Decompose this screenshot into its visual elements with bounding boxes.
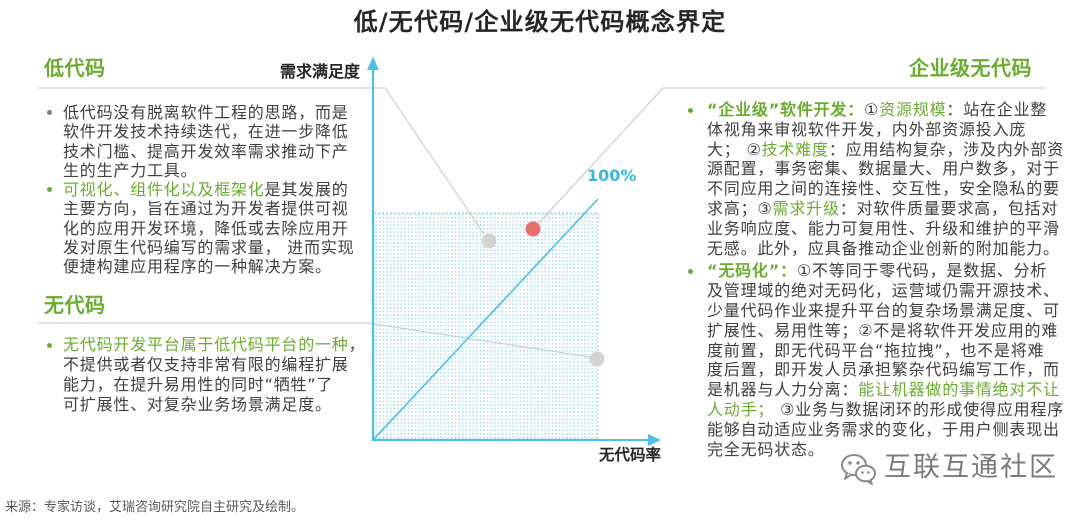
no-code-bullet-list: 无代码开发平台属于低代码平台的一种， 不提供或者仅支持非常有限的编程扩展 能力，…: [47, 335, 365, 415]
highlight-segment: “无码化”：: [707, 261, 797, 281]
highlight-segment: “企业级”软件开发：: [707, 100, 865, 119]
diagonal-label: 100%: [587, 166, 637, 185]
y-axis-label: 需求满足度: [280, 62, 361, 81]
enterprise-connector: [537, 87, 664, 225]
point-gray-right: [589, 351, 605, 367]
bullet-marker: [47, 342, 52, 348]
text-segment: ， 不提供或者仅支持非常有限的编程扩展 能力，在提升易用性的同时“牺牲”了 可扩…: [63, 335, 366, 414]
x-axis-arrow-icon: [648, 434, 661, 446]
low-code-bullet-list: 低代码没有脱离软件工程的思路，而是 软件开发技术持续迭代，在进一步降低 技术门槛…: [47, 103, 355, 277]
source-note: 来源：专家访谈，艾瑞咨询研究院自主研究及绘制。: [5, 500, 305, 515]
x-axis-label: 无代码率: [599, 446, 662, 464]
text-segment: ：站在企业整 体视角来审视软件开发，内外部资源投入庞 大； ②: [707, 100, 1048, 159]
page-title: 低/无代码/企业级无代码概念界定: [353, 8, 727, 36]
bullet-text: “无码化”：①不等同于零代码，是数据、分析 及管理域的绝对无码化，运营域仍需开源…: [707, 261, 1064, 459]
diagonal-line: [373, 198, 599, 440]
bullet-marker: [688, 268, 693, 274]
bullet-marker: [688, 107, 693, 113]
text-segment: ：应用结构复杂，涉及内外部资 源配置，事务密集、数据量大、用户数多，对于 不同应…: [707, 139, 1065, 218]
watermark-text: 互联互通社区: [884, 452, 1058, 483]
enterprise-bullet-2: “无码化”：①不等同于零代码，是数据、分析 及管理域的绝对无码化，运营域仍需开源…: [688, 261, 1064, 459]
enterprise-bullet-1: “企业级”软件开发：①资源规模：站在企业整 体视角来审视软件开发，内外部资源投入…: [688, 100, 1064, 258]
bullet-text: 低代码没有脱离软件工程的思路，而是 软件开发技术持续迭代，在进一步降低 技术门槛…: [63, 103, 355, 180]
highlight-segment: 能让机器做的事情绝对不让 人动手；: [707, 380, 1060, 419]
bullet-marker: [47, 187, 52, 193]
highlight-segment: 可视化、组件化以及框架化: [63, 180, 265, 200]
text-segment: ①不等同于零代码，是数据、分析 及管理域的绝对无码化，运营域仍需开源技术、 少量…: [707, 261, 1060, 400]
enterprise-no-code-heading: 企业级无代码: [909, 56, 1032, 80]
text-segment: ③业务与数据闭环的形成使得应用程序 能够自动适应业务需求的变化，于用户侧表现出 …: [707, 399, 1065, 459]
highlight-segment: 技术难度: [761, 139, 829, 159]
wechat-icon: [841, 454, 876, 485]
enterprise-bullet-list: “企业级”软件开发：①资源规模：站在企业整 体视角来审视软件开发，内外部资源投入…: [688, 100, 1064, 459]
y-axis-arrow-icon: [367, 57, 379, 70]
low-code-connector: [384, 87, 485, 235]
bullet-text: 无代码开发平台属于低代码平台的一种， 不提供或者仅支持非常有限的编程扩展 能力，…: [63, 335, 365, 415]
text-segment: ①: [864, 100, 880, 119]
highlight-segment: 需求升级: [772, 198, 840, 218]
low-code-heading: 低代码: [44, 56, 106, 80]
bullet-text: 可视化、组件化以及框架化是其发展的 主要方向，旨在通过为开发者提供可视 化的应用…: [63, 180, 355, 276]
low-code-bullet-2: 可视化、组件化以及框架化是其发展的 主要方向，旨在通过为开发者提供可视 化的应用…: [47, 180, 355, 276]
point-gray-upper: [481, 233, 497, 249]
point-red: [525, 221, 541, 237]
text-segment: 低代码没有脱离软件工程的思路，而是 软件开发技术持续迭代，在进一步降低 技术门槛…: [63, 103, 349, 180]
highlight-segment: 资源规模: [879, 100, 947, 119]
dotted-region: [373, 212, 599, 440]
highlight-segment: 无代码开发平台属于低代码平台的一种: [63, 335, 349, 354]
bullet-text: “企业级”软件开发：①资源规模：站在企业整 体视角来审视软件开发，内外部资源投入…: [707, 100, 1064, 258]
text-segment: 是其发展的 主要方向，旨在通过为开发者提供可视 化的应用开发环境，降低或去除应用…: [63, 180, 355, 277]
no-code-heading: 无代码: [44, 293, 106, 317]
bullet-marker: [47, 110, 52, 115]
text-segment: ：对软件质量要求高，包括对 业务响应度、能力可复用性、升级和维护的平滑 无感。此…: [707, 198, 1060, 258]
low-code-bullet-1: 低代码没有脱离软件工程的思路，而是 软件开发技术持续迭代，在进一步降低 技术门槛…: [47, 103, 355, 180]
no-code-bullet-1: 无代码开发平台属于低代码平台的一种， 不提供或者仅支持非常有限的编程扩展 能力，…: [47, 335, 365, 415]
